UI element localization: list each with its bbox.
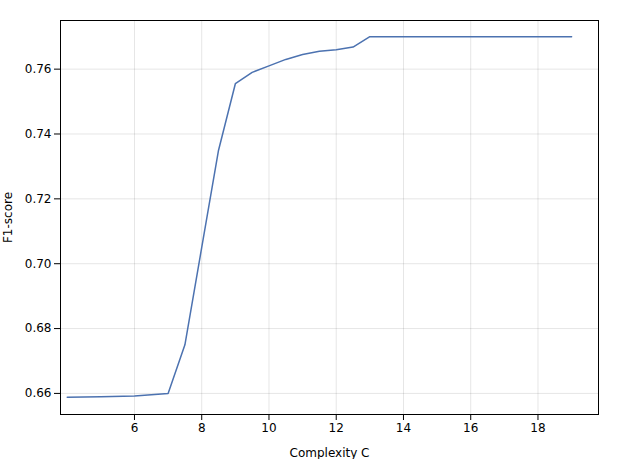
svg-text:12: 12 (329, 421, 344, 435)
svg-text:0.68: 0.68 (25, 321, 52, 335)
svg-text:Complexity C: Complexity C (290, 446, 370, 459)
svg-text:10: 10 (261, 421, 276, 435)
svg-text:16: 16 (463, 421, 478, 435)
svg-text:F1-score: F1-score (1, 192, 15, 243)
svg-text:0.72: 0.72 (25, 192, 52, 206)
svg-text:18: 18 (530, 421, 545, 435)
svg-text:0.70: 0.70 (25, 257, 52, 271)
svg-text:8: 8 (198, 421, 206, 435)
svg-text:0.76: 0.76 (25, 62, 52, 76)
svg-text:0.66: 0.66 (25, 386, 52, 400)
svg-text:6: 6 (131, 421, 139, 435)
svg-text:14: 14 (396, 421, 411, 435)
svg-text:0.74: 0.74 (25, 127, 52, 141)
